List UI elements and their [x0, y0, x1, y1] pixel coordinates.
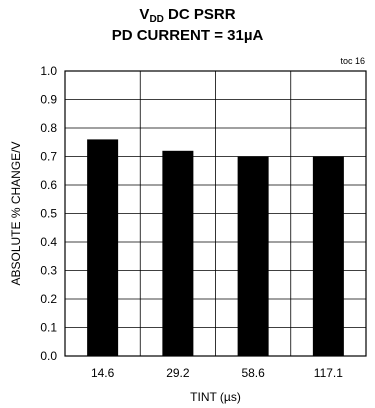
- chart-subtitle: PD CURRENT = 31µA: [111, 27, 264, 44]
- y-tick-label: 1.0: [40, 64, 57, 78]
- bar: [162, 150, 194, 356]
- chart-title-subscript: DD: [149, 14, 164, 25]
- y-axis-label: ABSOLUTE % CHANGE/V: [9, 141, 23, 285]
- y-tick-labels: 0.0 0.1 0.2 0.3 0.4 0.5 0.6 0.7 0.8 0.9 1.0: [40, 64, 57, 363]
- bars: [87, 139, 344, 356]
- y-tick-label: 0.0: [40, 349, 57, 363]
- y-tick-label: 0.6: [40, 178, 57, 192]
- y-tick-label: 0.9: [40, 93, 57, 107]
- figure-note: toc 16: [340, 56, 365, 66]
- y-tick-label: 0.4: [40, 235, 57, 249]
- y-tick-label: 0.7: [40, 150, 57, 164]
- x-tick-labels: 14.6 29.2 58.6 117.1: [91, 366, 343, 380]
- bar: [312, 156, 344, 356]
- x-tick-label: 58.6: [241, 366, 265, 380]
- x-tick-label: 29.2: [166, 366, 190, 380]
- bar: [237, 156, 269, 356]
- chart-title: VDD DC PSRR: [139, 6, 236, 25]
- x-tick-label: 117.1: [314, 366, 343, 380]
- y-tick-label: 0.3: [40, 264, 57, 278]
- plot-frame: [64, 70, 367, 357]
- y-tick-label: 0.8: [40, 121, 57, 135]
- bar: [87, 139, 119, 356]
- x-axis-label: TINT (µs): [190, 390, 241, 404]
- y-tick-label: 0.5: [40, 207, 57, 221]
- y-tick-label: 0.1: [40, 321, 57, 335]
- x-tick-label: 14.6: [91, 366, 115, 380]
- y-tick-label: 0.2: [40, 292, 57, 306]
